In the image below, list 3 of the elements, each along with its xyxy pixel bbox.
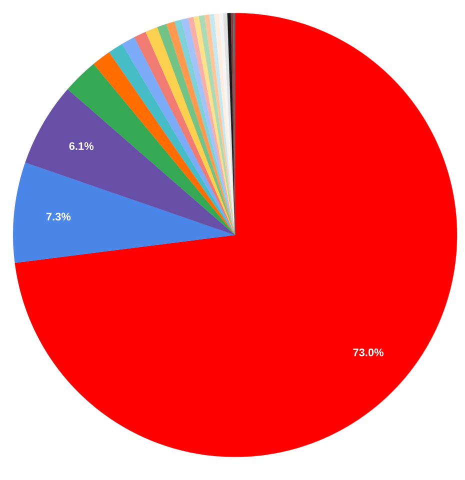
data-label: 73.0% — [353, 348, 384, 356]
data-label: 6.1% — [69, 142, 94, 150]
data-label: 7.3% — [46, 212, 71, 221]
